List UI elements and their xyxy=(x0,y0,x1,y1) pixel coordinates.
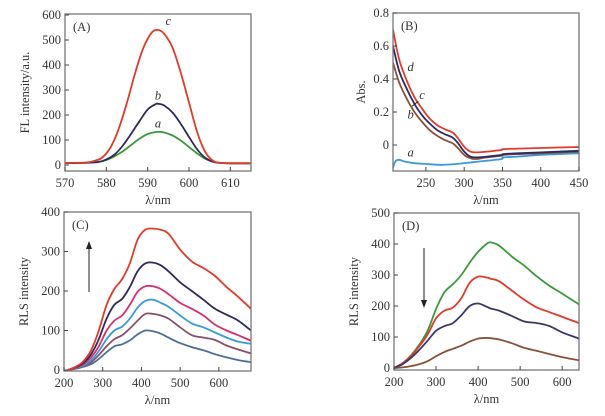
x-tick-label: 590 xyxy=(138,176,157,190)
panel-a: 570 580 590 600 610 0 100 200 300 400 500 600 λ/nm FL… xyxy=(18,8,252,207)
x-tick-label: 400 xyxy=(132,376,151,390)
series-group xyxy=(67,227,251,371)
series-group xyxy=(65,28,251,165)
y-tick-label: 200 xyxy=(42,108,61,122)
x-tick-label: 200 xyxy=(385,375,404,389)
arrow-up-icon xyxy=(86,241,92,249)
panel-b: 250 300 350 400 450 0 0.2 0.4 0.6 0.8 λ/nm Abs. (B) a… xyxy=(354,6,588,207)
x-tick-label: 400 xyxy=(469,375,488,389)
y-tick-label: 400 xyxy=(42,58,61,72)
curve-label: a xyxy=(155,117,161,131)
series-line-b-d xyxy=(393,29,579,154)
curve-label: b xyxy=(407,108,413,122)
arrow-down-icon xyxy=(421,300,427,308)
series-group xyxy=(394,241,579,369)
curve-label: b xyxy=(155,89,161,103)
series-line-d-2 xyxy=(394,275,579,369)
y-tick-label: 0 xyxy=(54,363,60,377)
y-tick-label: 600 xyxy=(42,8,61,22)
x-tick-label: 570 xyxy=(56,176,75,190)
plot-frame xyxy=(392,12,580,172)
series-line-a-b xyxy=(65,102,251,165)
x-tick-label: 450 xyxy=(570,176,589,190)
x-tick-label: 610 xyxy=(221,176,240,190)
curve-leader-line xyxy=(411,100,419,107)
series-line-b-a xyxy=(393,152,579,169)
x-tick-label: 300 xyxy=(455,176,474,190)
x-tick-label: 300 xyxy=(93,376,112,390)
y-axis-label: RLS intensity xyxy=(17,256,31,326)
series-line-c-4 xyxy=(67,284,251,371)
series-group xyxy=(393,29,579,169)
curve-label: a xyxy=(407,146,413,160)
panel-d: 200 300 400 500 600 0 100 200 300 400 500 λ/nm RLS i… xyxy=(347,206,580,406)
x-axis-label: λ/nm xyxy=(145,393,171,407)
x-tick-label: 600 xyxy=(180,176,199,190)
panel-c: 200 300 400 500 600 0 100 200 300 400 λ/nm RLS inte… xyxy=(17,205,252,407)
y-tick-label: 400 xyxy=(41,205,60,219)
x-tick-label: 600 xyxy=(209,376,228,390)
y-tick-label: 100 xyxy=(371,330,390,344)
y-tick-label: 300 xyxy=(41,245,60,259)
series-line-d-4 xyxy=(394,337,579,369)
panel-title: (A) xyxy=(73,20,90,34)
series-line-c-1 xyxy=(67,329,251,371)
y-tick-label: 0 xyxy=(384,361,390,375)
series-line-c-6 xyxy=(67,227,251,371)
x-tick-label: 580 xyxy=(97,176,116,190)
plot-frame xyxy=(64,13,252,172)
series-line-d-3 xyxy=(394,302,579,369)
y-tick-label: 200 xyxy=(371,299,390,313)
x-tick-label: 400 xyxy=(531,176,550,190)
plot-frame xyxy=(393,212,580,371)
x-tick-label: 300 xyxy=(427,375,446,389)
y-axis-label: Abs. xyxy=(354,80,368,103)
y-tick-label: 0 xyxy=(383,138,389,152)
series-line-c-5 xyxy=(67,261,251,371)
x-tick-label: 350 xyxy=(493,176,512,190)
y-tick-label: 0.4 xyxy=(373,72,389,86)
y-tick-label: 100 xyxy=(41,324,60,338)
panel-title: (D) xyxy=(402,219,419,233)
series-line-c-2 xyxy=(67,312,251,371)
y-tick-label: 100 xyxy=(42,133,61,147)
series-line-c-3 xyxy=(67,298,251,371)
panel-title: (B) xyxy=(401,19,418,33)
curve-label: d xyxy=(407,60,414,74)
y-tick-label: 500 xyxy=(42,33,61,47)
x-axis-label: λ/nm xyxy=(145,193,171,207)
y-tick-label: 0.6 xyxy=(373,39,389,53)
x-tick-label: 600 xyxy=(553,375,572,389)
x-axis-label: λ/nm xyxy=(473,193,499,207)
series-line-b-b xyxy=(393,62,579,160)
x-tick-label: 500 xyxy=(511,375,530,389)
panel-title: (C) xyxy=(72,218,89,232)
y-tick-label: 500 xyxy=(371,206,390,220)
y-tick-label: 0.2 xyxy=(373,105,389,119)
y-tick-label: 300 xyxy=(371,268,390,282)
curve-label: c xyxy=(419,88,425,102)
y-axis-label: FL intensity/a.u. xyxy=(18,52,32,134)
y-tick-label: 300 xyxy=(42,83,61,97)
y-tick-label: 200 xyxy=(41,284,60,298)
curve-label: c xyxy=(166,14,172,28)
series-line-a-c xyxy=(65,28,251,165)
y-axis-label: RLS intensity xyxy=(347,256,361,326)
series-line-a-a xyxy=(65,130,251,165)
y-tick-label: 0.8 xyxy=(373,6,389,20)
x-tick-label: 250 xyxy=(417,176,436,190)
y-tick-label: 400 xyxy=(371,237,390,251)
y-tick-label: 0 xyxy=(55,158,61,172)
x-tick-label: 200 xyxy=(55,376,74,390)
series-line-d-1 xyxy=(394,241,579,369)
x-tick-label: 500 xyxy=(171,376,190,390)
x-axis-label: λ/nm xyxy=(474,392,500,406)
